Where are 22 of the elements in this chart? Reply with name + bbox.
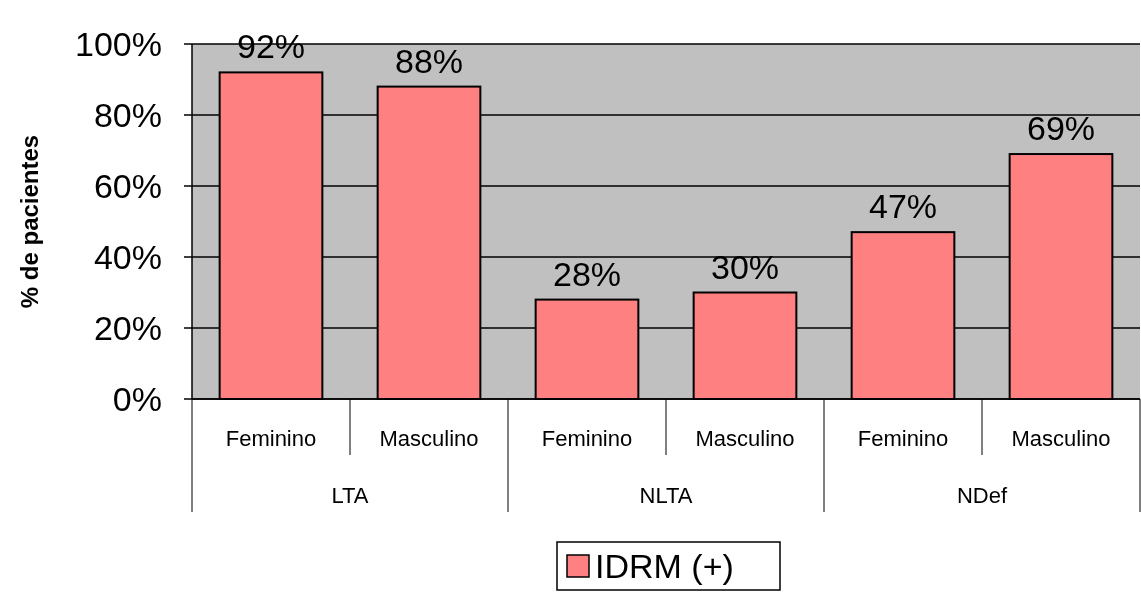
y-tick-label: 40% — [93, 237, 162, 276]
y-tick-label: 80% — [93, 95, 162, 134]
data-label: 30% — [710, 247, 780, 286]
data-label: 47% — [868, 187, 938, 226]
data-label: 88% — [394, 41, 464, 80]
y-tick-label: 20% — [93, 308, 162, 347]
legend-label: IDRM (+) — [595, 546, 734, 585]
text: NLTA — [639, 483, 693, 508]
x-tick-label: Feminino — [857, 426, 949, 451]
text: LTA — [331, 483, 369, 508]
x-tick-label: Feminino — [225, 426, 317, 451]
y-tick-label: 100% — [75, 24, 162, 63]
x-tick-label: Feminino — [541, 426, 633, 451]
data-label: 69% — [1026, 109, 1096, 148]
x-tick-label: Masculino — [379, 426, 479, 451]
y-tick-label: 0% — [112, 379, 162, 418]
x-tick-label: Masculino — [1011, 426, 1111, 451]
y-axis-title: % de pacientes — [16, 134, 43, 309]
text: NDef — [956, 483, 1008, 508]
data-label: 28% — [552, 254, 622, 293]
x-tick-label: Masculino — [695, 426, 795, 451]
y-tick-label: 60% — [93, 166, 162, 205]
